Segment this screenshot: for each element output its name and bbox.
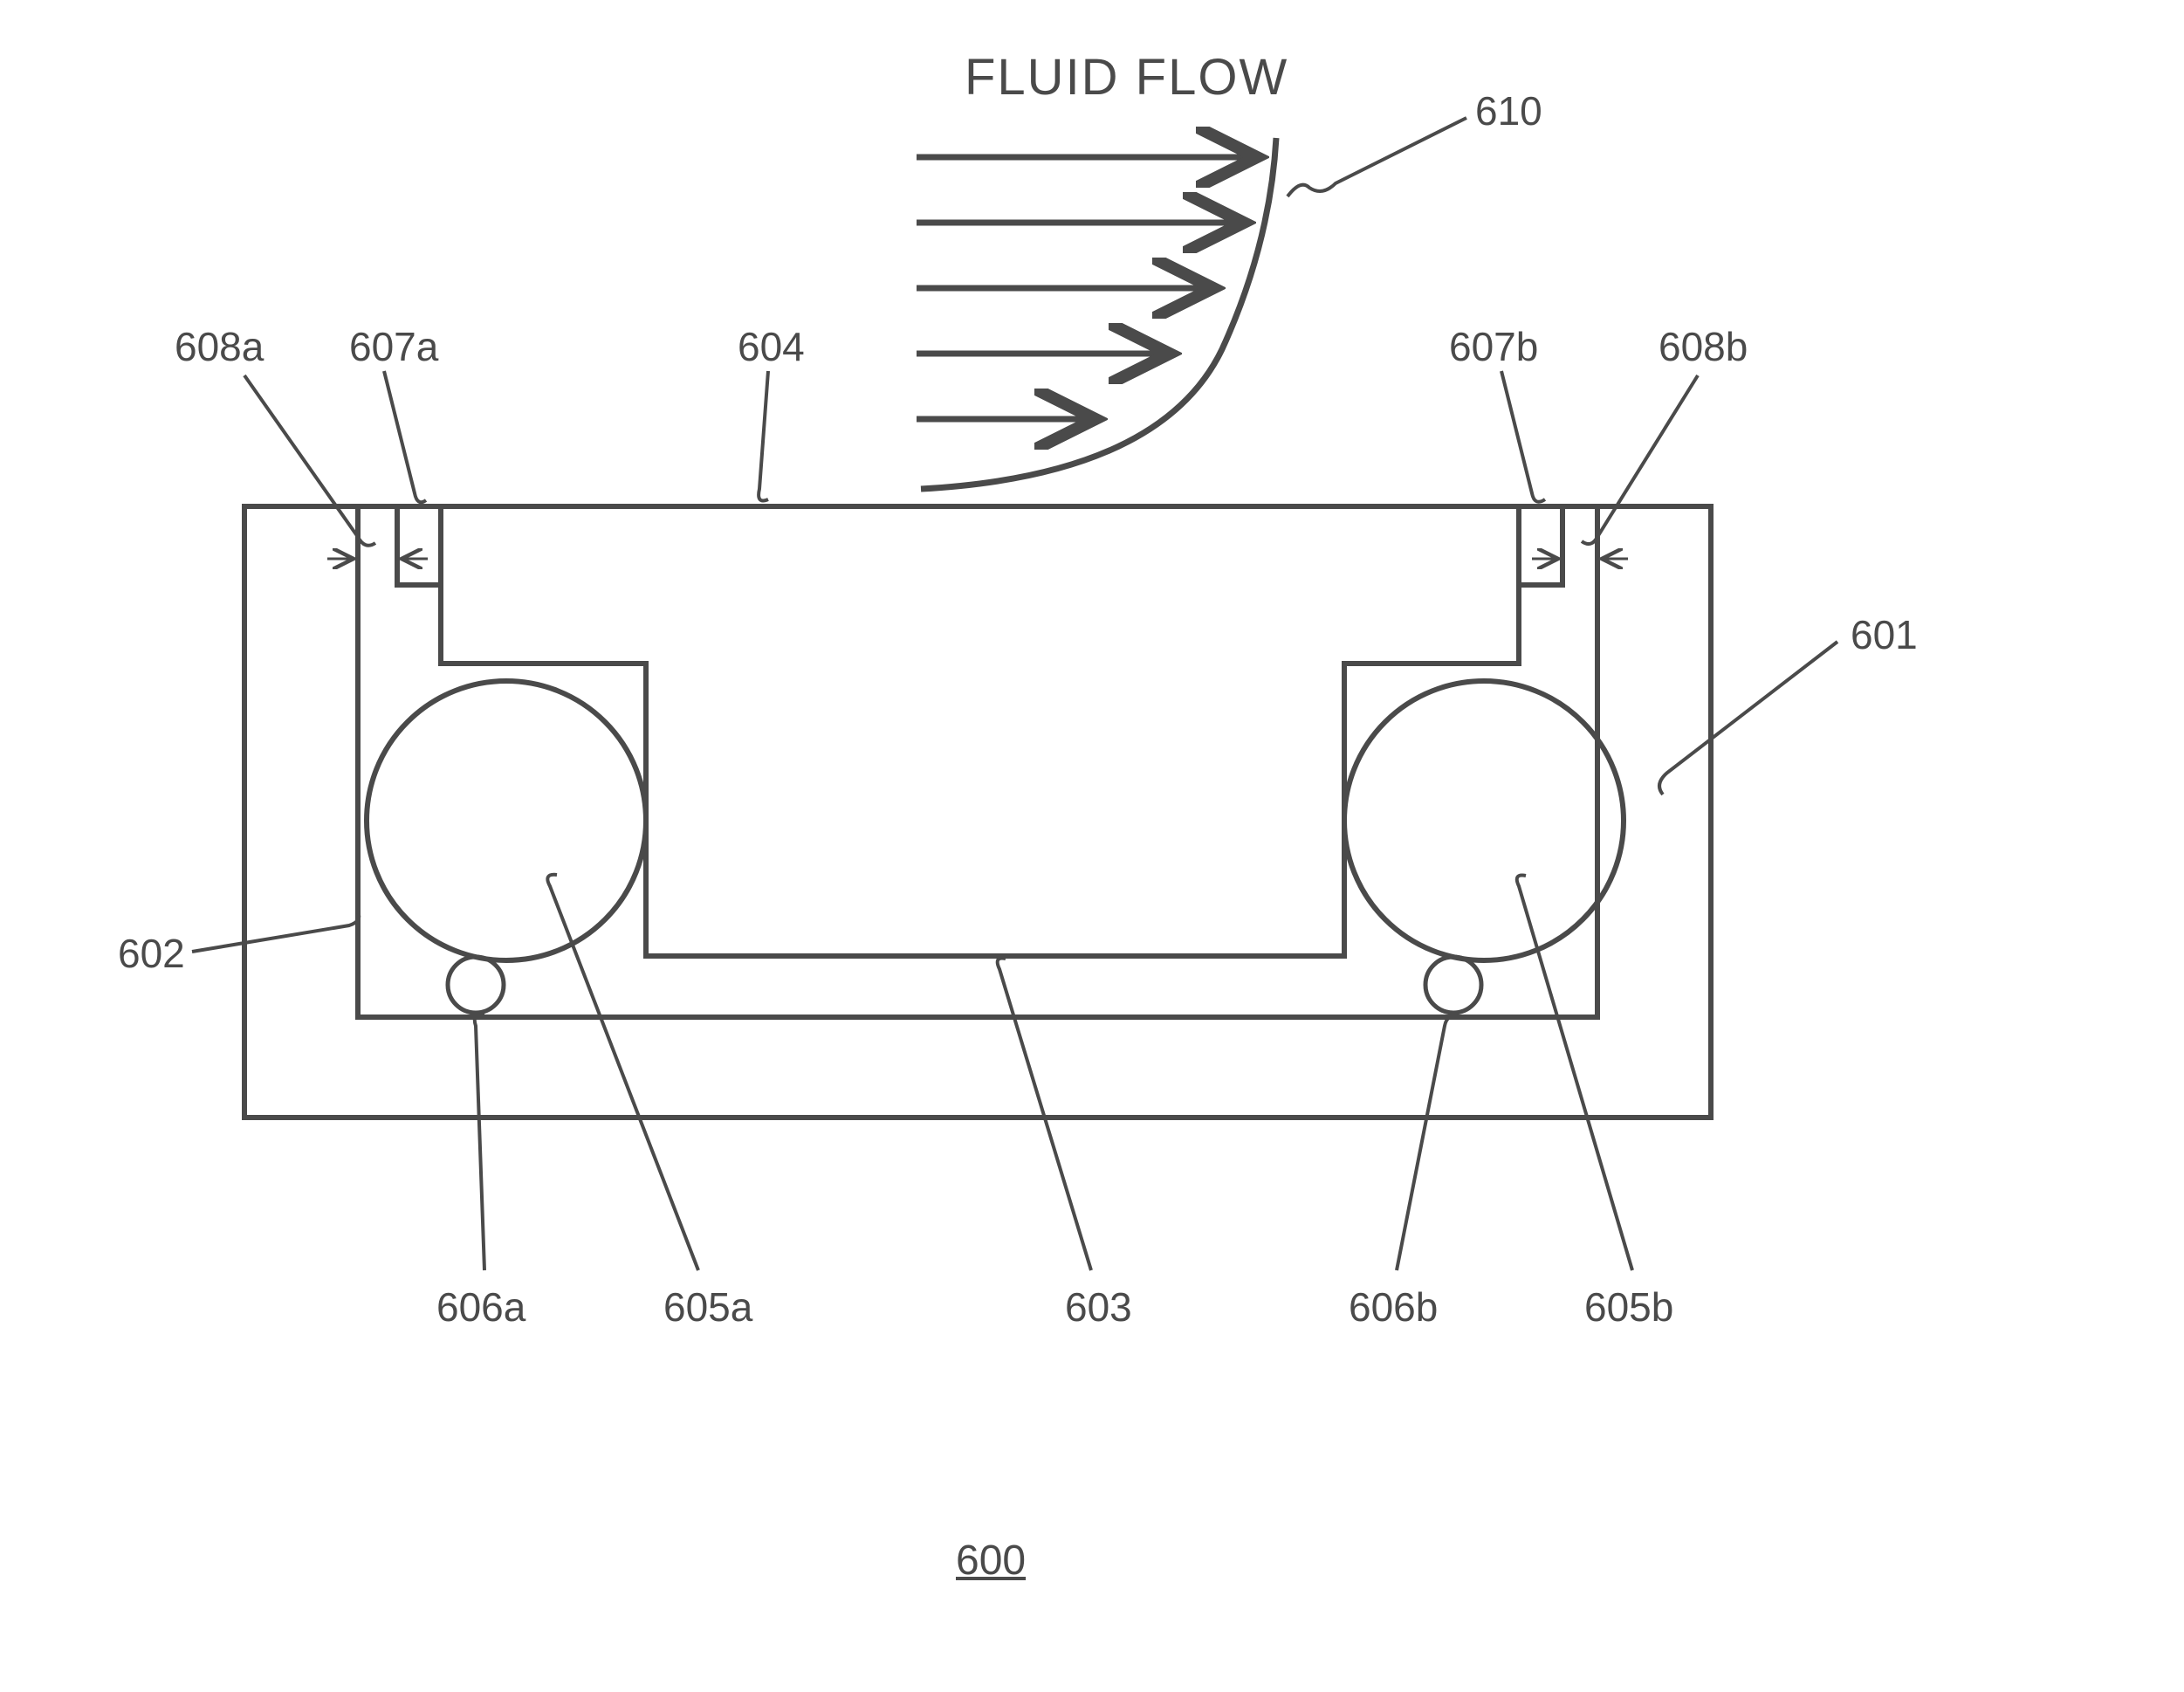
- label-610: 610: [1475, 87, 1542, 134]
- figure-number: 600: [956, 1537, 1026, 1585]
- leader-603: [998, 959, 1091, 1271]
- leader-607b: [1501, 371, 1545, 502]
- leader-602: [192, 912, 359, 952]
- leader-606b: [1397, 1016, 1459, 1270]
- diagram-svg: [0, 0, 2184, 1692]
- label-605b: 605b: [1584, 1283, 1673, 1331]
- label-608b: 608b: [1659, 323, 1748, 370]
- leader-606a: [475, 1015, 484, 1270]
- pivot-left: [448, 957, 504, 1013]
- label-602: 602: [118, 930, 185, 977]
- label-603: 603: [1065, 1283, 1132, 1331]
- leader-601: [1659, 642, 1837, 794]
- label-607b: 607b: [1449, 323, 1538, 370]
- label-604: 604: [738, 323, 805, 370]
- proof-mass-right: [1344, 681, 1624, 960]
- label-607a: 607a: [349, 323, 438, 370]
- proof-mass-left: [367, 681, 646, 960]
- inner-cavity-outline: [441, 585, 1519, 956]
- label-605a: 605a: [663, 1283, 752, 1331]
- leader-604: [759, 371, 768, 501]
- leader-605b: [1517, 876, 1632, 1271]
- label-606b: 606b: [1349, 1283, 1438, 1331]
- leader-610: [1288, 118, 1466, 196]
- leader-607a: [384, 371, 426, 502]
- diagram-container: FLUID FLOW 610 608a 607a 604 607b 608b 6…: [0, 0, 2184, 1692]
- pivot-right: [1425, 957, 1481, 1013]
- flow-profile-curve: [921, 138, 1276, 489]
- label-606a: 606a: [436, 1283, 525, 1331]
- label-608a: 608a: [175, 323, 264, 370]
- outer-housing: [244, 506, 1711, 1118]
- label-601: 601: [1851, 611, 1918, 658]
- leader-605a: [547, 875, 698, 1270]
- title-label: FLUID FLOW: [965, 48, 1288, 107]
